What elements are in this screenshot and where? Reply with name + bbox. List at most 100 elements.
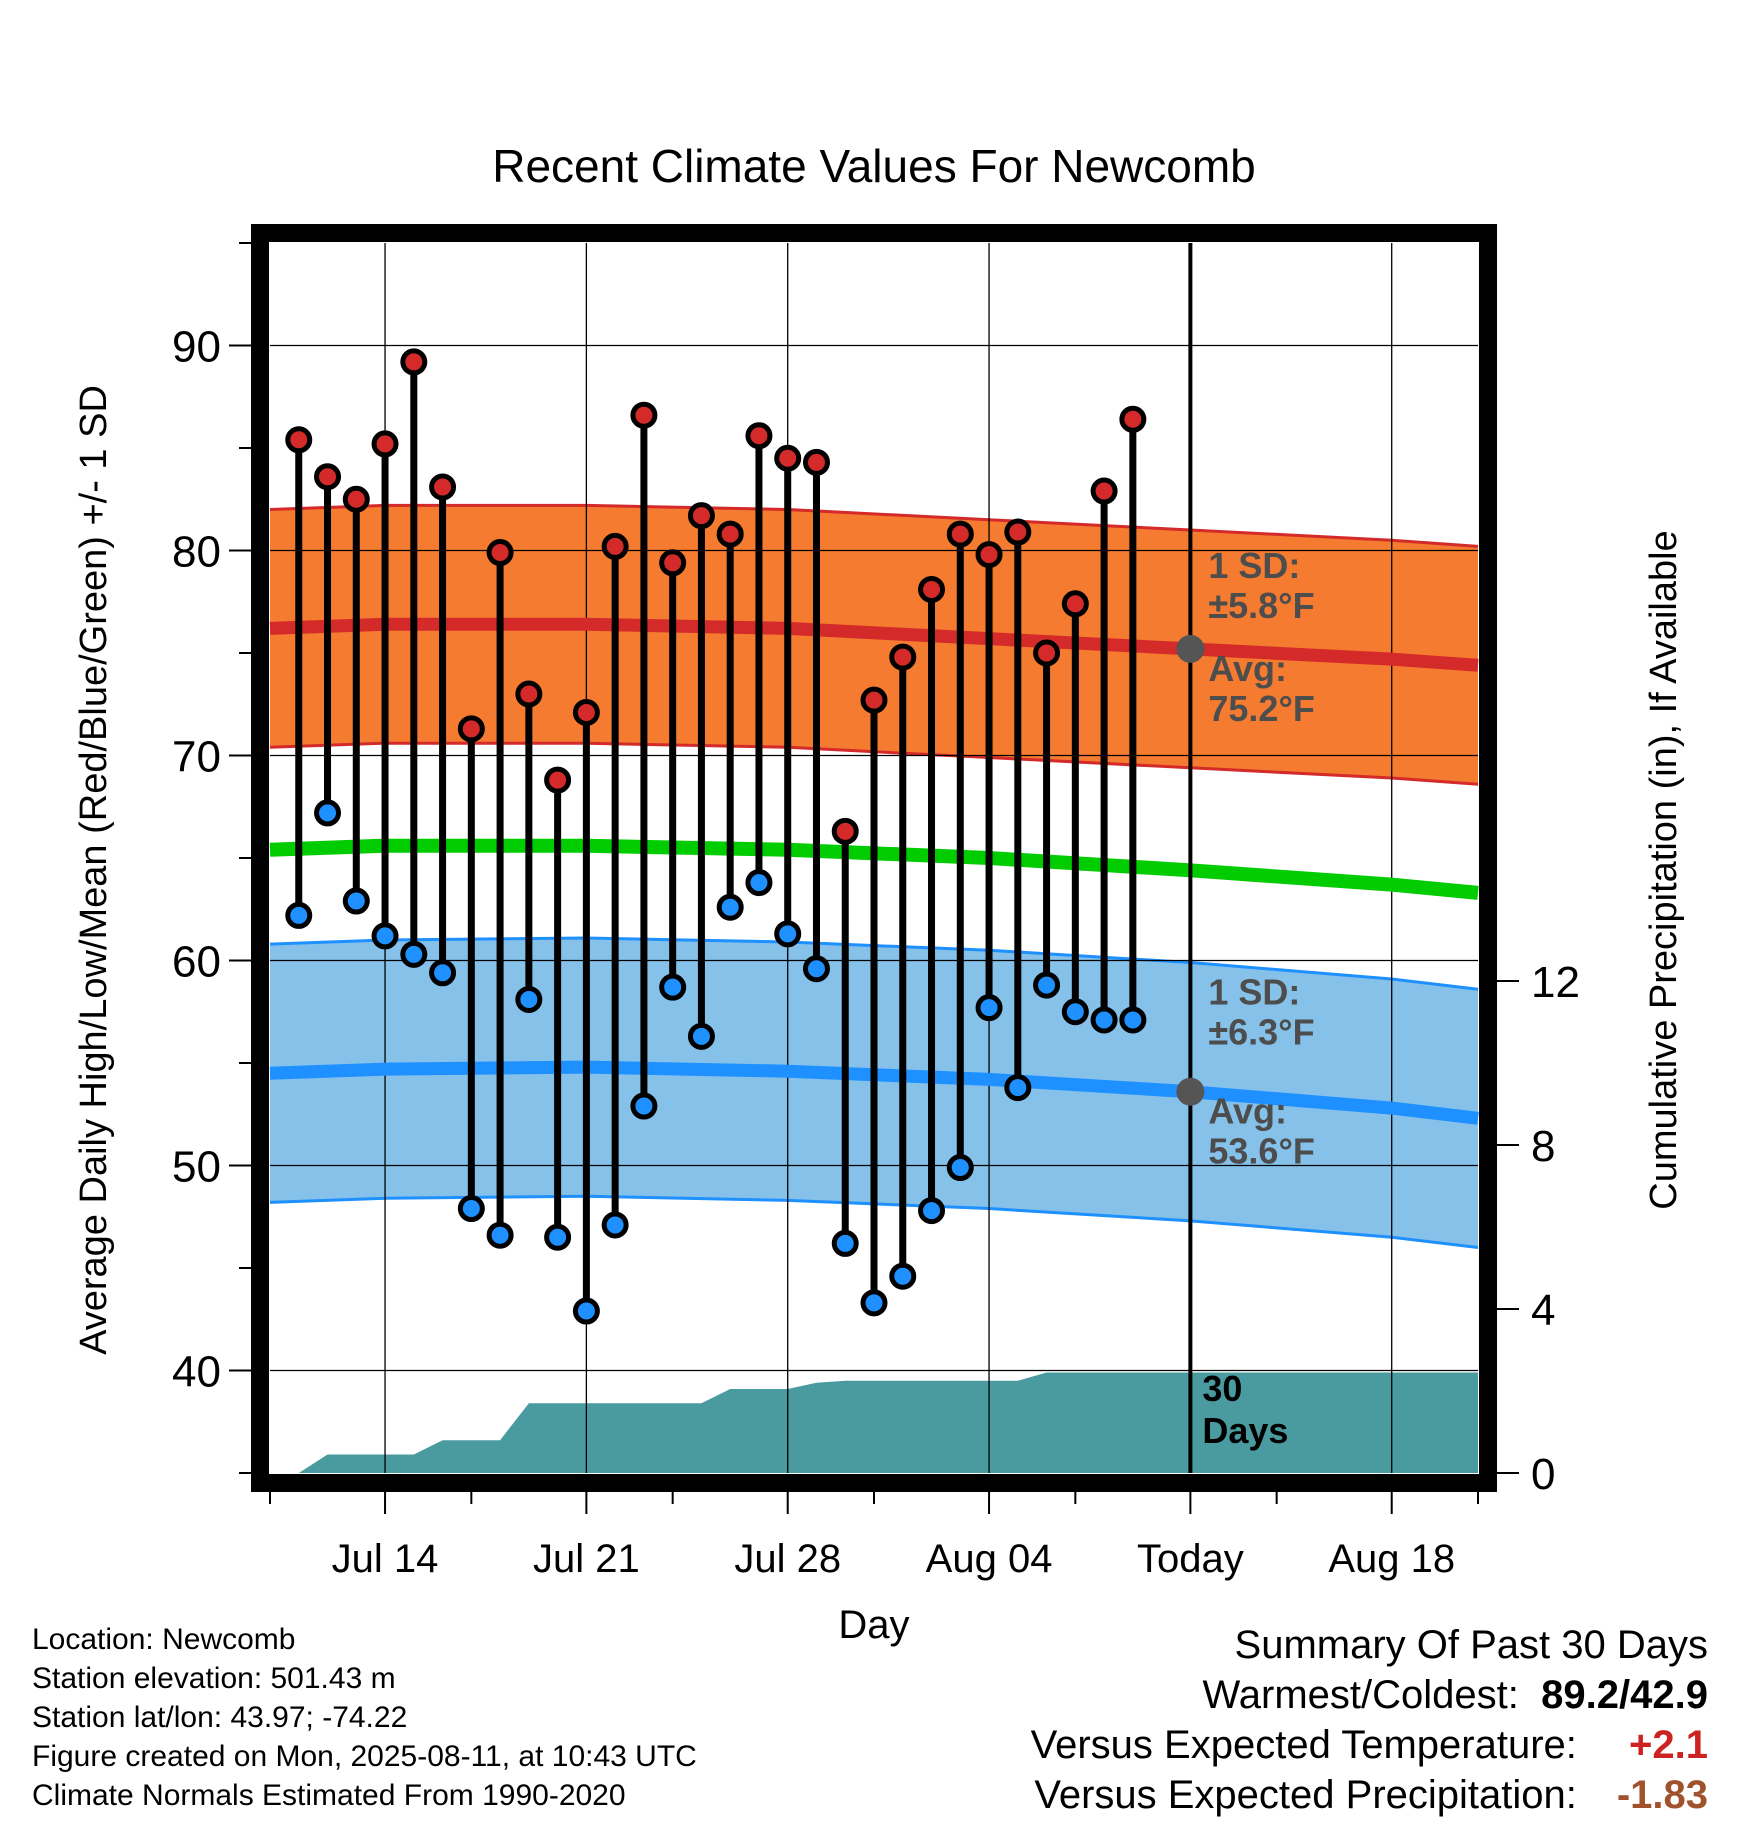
daily-low-point (1090, 1006, 1118, 1034)
chart-title: Recent Climate Values For Newcomb (492, 140, 1256, 192)
daily-low-point (601, 1211, 629, 1239)
low-sd-label: 1 SD: ±6.3°F (1208, 972, 1314, 1053)
summary-panel: Summary Of Past 30 Days Warmest/Coldest:… (808, 1620, 1708, 1820)
high-sd-label: 1 SD: ±5.8°F (1208, 545, 1314, 626)
summary-temp-row: Versus Expected Temperature: +2.1 (808, 1720, 1708, 1770)
normal-high-sd-lower (269, 741, 1479, 786)
precip-label: Versus Expected Precipitation: (1034, 1773, 1577, 1817)
daily-low-point (285, 901, 313, 929)
normal-high-sd-band (270, 505, 1478, 785)
summary-warm-cold-row: Warmest/Coldest: 89.2/42.9 (808, 1670, 1709, 1720)
daily-high-point (457, 715, 485, 743)
daily-high-point (486, 539, 514, 567)
daily-high-point (429, 473, 457, 501)
x-tick-label: Aug 04 (926, 1537, 1053, 1581)
daily-high-point (1090, 477, 1118, 505)
daily-low-point (515, 985, 543, 1013)
daily-high-point (1061, 590, 1089, 618)
daily-low-point (630, 1092, 658, 1120)
x-axis-label: Day (838, 1603, 909, 1647)
y-axis-label: Average Daily High/Low/Mean (Red/Blue/Gr… (73, 385, 115, 1355)
plot-frame (251, 224, 1497, 1492)
precipitation-area (298, 1372, 1478, 1473)
daily-high-point (889, 643, 917, 671)
normal-low-sd-lower (269, 1194, 1479, 1249)
y2-tick-label: 12 (1531, 958, 1580, 1007)
low-avg-label: Avg: 53.6°F (1208, 1091, 1314, 1172)
daily-low-point (860, 1289, 888, 1317)
plot-area: 1 SD: ±5.8°F Avg: 75.2°F 1 SD: ±6.3°F Avg: 53.6… (269, 243, 1479, 1473)
daily-high-point (572, 698, 600, 726)
daily-high-point (1004, 518, 1032, 546)
high-avg-label: Avg: 75.2°F (1208, 648, 1314, 729)
y2-axis-label: Cumulative Precipitation (in), If Availa… (1643, 530, 1685, 1209)
daily-low-point (544, 1223, 572, 1251)
y-tick-label: 50 (172, 1143, 221, 1192)
x-tick-label: Jul 28 (734, 1537, 841, 1581)
daily-high-point (630, 401, 658, 429)
summary-precip-row: Versus Expected Precipitation: -1.83 (808, 1770, 1708, 1820)
daily-low-point (745, 869, 773, 897)
summary-title: Summary Of Past 30 Days (1234, 1623, 1708, 1667)
daily-low-point (314, 799, 342, 827)
daily-high-point (371, 430, 399, 458)
daily-low-point (371, 922, 399, 950)
daily-high-point (659, 549, 687, 577)
y-tick-label: 60 (172, 938, 221, 987)
axes: 40 50 60 70 80 90 0 4 8 12 Jul 14 Jul 21 Jul 28 Aug 0… (172, 224, 1580, 1581)
elevation-text: Station elevation: 501.43 m (32, 1662, 396, 1695)
daily-low-point (831, 1229, 859, 1257)
daily-low-point (1061, 998, 1089, 1026)
normal-mean-line (269, 838, 1479, 900)
daily-low-point (774, 920, 802, 948)
daily-low-point (429, 959, 457, 987)
daily-low-point (946, 1154, 974, 1182)
daily-low-point (1004, 1074, 1032, 1102)
daily-high-point (975, 541, 1003, 569)
y-tick-label: 80 (172, 528, 221, 577)
normals-text: Climate Normals Estimated From 1990-2020 (32, 1779, 626, 1812)
x-tick-label: Jul 14 (332, 1537, 439, 1581)
daily-high-point (285, 426, 313, 454)
daily-low-point (716, 893, 744, 921)
normal-low-line (269, 1060, 1479, 1125)
daily-high-point (716, 520, 744, 548)
station-metadata: Location: Newcomb Station elevation: 501… (32, 1620, 697, 1815)
y2-tick-label: 8 (1531, 1122, 1555, 1171)
temp-label: Versus Expected Temperature: (1030, 1723, 1577, 1767)
daily-high-point (314, 463, 342, 491)
daily-high-point (802, 448, 830, 476)
daily-low-point (802, 955, 830, 983)
daily-low-point (572, 1297, 600, 1325)
y2-tick-label: 0 (1531, 1450, 1555, 1499)
daily-high-point (400, 348, 428, 376)
daily-high-point (1033, 639, 1061, 667)
x-tick-label: Jul 21 (533, 1537, 640, 1581)
daily-high-point (860, 686, 888, 714)
location-text: Location: Newcomb (32, 1623, 296, 1656)
y-tick-label: 90 (172, 323, 221, 372)
x-tick-label: Today (1137, 1537, 1244, 1581)
daily-low-point (400, 940, 428, 968)
daily-high-point (774, 444, 802, 472)
daily-high-point (745, 422, 773, 450)
daily-high-point (515, 680, 543, 708)
temp-value: +2.1 (1629, 1723, 1708, 1767)
warm-cold-value: 89.2/42.9 (1541, 1673, 1708, 1717)
daily-low-point (342, 887, 370, 915)
daily-low-point (1033, 971, 1061, 999)
daily-high-point (1119, 405, 1147, 433)
daily-low-point (1119, 1006, 1147, 1034)
daily-low-point (918, 1197, 946, 1225)
today-normal-high-marker (1176, 634, 1205, 663)
daily-high-point (946, 520, 974, 548)
daily-high-point (918, 575, 946, 603)
latlon-text: Station lat/lon: 43.97; -74.22 (32, 1701, 408, 1734)
daily-high-point (342, 485, 370, 513)
daily-low-point (975, 994, 1003, 1022)
daily-high-point (601, 532, 629, 560)
daily-low-point (659, 973, 687, 1001)
normal-high-line (269, 617, 1479, 672)
y-tick-label: 40 (172, 1348, 221, 1397)
